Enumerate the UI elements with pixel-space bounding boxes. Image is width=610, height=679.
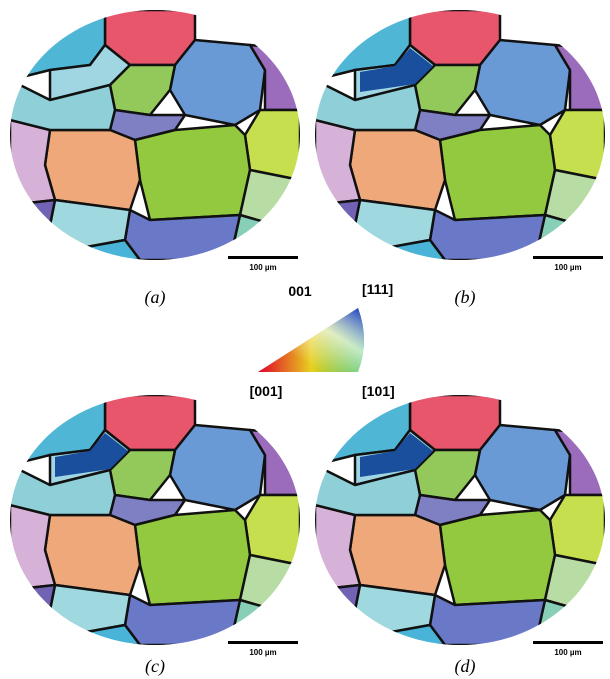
scale-bar-label: 100 µm [249, 263, 276, 272]
ipf-triangle-overlay [258, 308, 364, 372]
scale-bar-label: 100 µm [249, 648, 276, 657]
ipf-legend: 001 [111] [001] [101] [250, 281, 395, 399]
scale-bar-label: 100 µm [554, 648, 581, 657]
panel-label: (a) [145, 287, 166, 308]
scale-bar [533, 256, 603, 259]
legend-corner: [111] [362, 281, 393, 297]
panel-d [315, 395, 605, 645]
panel-c [10, 395, 300, 645]
legend-title: 001 [288, 283, 312, 299]
figure: 100 µm 100 µm 100 µm 100 µm (a) (b) (c) … [0, 0, 610, 679]
legend-corner: [101] [362, 383, 395, 399]
panel-label: (b) [455, 287, 476, 308]
panel-a [10, 10, 300, 260]
scale-bar [228, 256, 298, 259]
panel-label: (c) [145, 656, 165, 677]
scale-bar [533, 641, 603, 644]
legend-corner: [001] [250, 383, 283, 399]
scale-bar [228, 641, 298, 644]
scale-bar-label: 100 µm [554, 263, 581, 272]
panel-label: (d) [455, 656, 476, 677]
panel-b [315, 10, 605, 260]
